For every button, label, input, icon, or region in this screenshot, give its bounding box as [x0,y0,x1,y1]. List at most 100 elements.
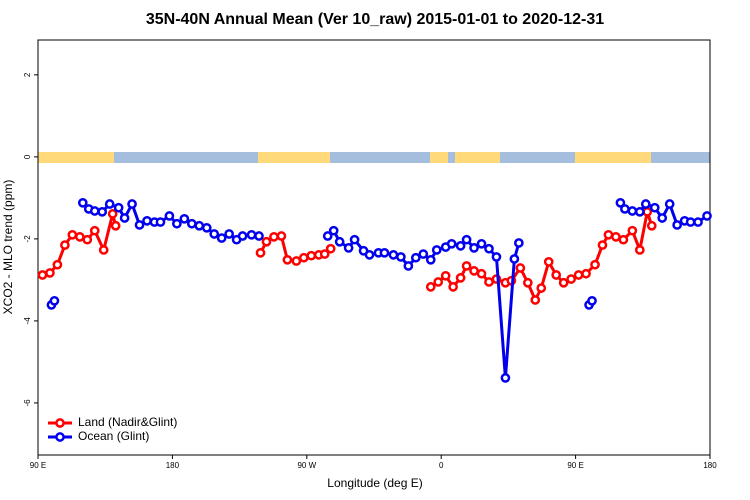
data-point [551,270,562,280]
data-point [77,197,88,208]
data-point [469,266,479,276]
data-point [246,229,257,240]
y-tick-label: 2 [23,72,32,77]
data-point [164,211,175,221]
data-point [379,247,390,258]
data-point [433,277,444,287]
data-point [224,229,234,239]
data-point [484,277,494,287]
data-point [334,236,345,247]
data-point [45,268,55,278]
data-point [509,254,520,264]
data-point [476,238,487,249]
data-point [615,197,626,208]
data-point [142,215,152,226]
data-point [89,206,100,216]
y-tick-label: 0 [23,154,32,159]
data-point [186,218,197,229]
data-point [179,213,190,224]
data-point [558,277,569,288]
plot-frame [37,39,711,456]
data-point [82,234,93,245]
data-point [634,245,645,255]
data-point [664,199,675,209]
data-point [515,263,526,273]
data-point [134,220,145,230]
data-point [431,245,442,255]
data-point [396,252,406,262]
x-tick-label: 180 [703,461,717,470]
data-point [98,245,109,255]
data-point [536,283,547,293]
data-point [590,259,600,270]
data-point [276,231,287,241]
data-point [291,256,302,266]
legend-marker [55,432,65,442]
data-point [104,199,115,209]
data-point [597,240,608,250]
data-point [440,270,451,281]
data-point [448,282,458,292]
data-point [672,220,682,230]
data-point [642,206,653,217]
data-point [410,252,421,263]
data-point [484,243,494,254]
y-tick-label: -4 [23,317,32,325]
data-point [634,206,645,217]
data-point [702,211,712,221]
data-point [328,225,339,236]
data-point [110,220,121,231]
x-tick-label: 0 [439,461,444,470]
data-point [649,202,660,213]
data-point [97,206,108,217]
data-point [388,250,399,260]
data-point [194,220,205,231]
data-point [403,261,414,271]
data-point [627,206,638,216]
data-point [522,277,533,288]
data-point [74,231,85,242]
data-point [67,229,78,240]
data-point [254,231,264,241]
data-point [127,199,137,209]
legend-label: Land (Nadir&Glint) [78,415,177,429]
data-point [620,204,630,214]
x-tick-label: 90 E [30,461,46,470]
series-line [50,201,708,380]
y-tick-label: -6 [23,399,32,407]
data-point [640,199,651,209]
data-point [530,295,541,305]
data-point [37,270,48,280]
chart-title: 35N-40N Annual Mean (Ver 10_raw) 2015-01… [146,11,604,28]
data-point [261,236,272,247]
x-axis-label: Longitude (deg E) [327,476,422,490]
data-point [425,254,436,265]
data-point [685,217,696,227]
data-point [461,261,472,271]
data-point [216,233,227,243]
data-point [89,225,100,236]
data-point [455,272,466,283]
data-point [693,217,703,227]
data-point [322,231,333,241]
data-point [461,234,472,245]
data-point [269,231,279,242]
data-point [60,240,70,250]
legend-label: Ocean (Glint) [78,429,149,443]
data-point [627,225,638,236]
x-tick-label: 90 E [567,461,583,470]
data-point [618,234,629,245]
legend-marker [55,418,65,428]
data-point [155,217,166,227]
data-point [446,238,457,249]
data-point [543,257,554,267]
data-point [646,220,657,231]
data-point [349,234,360,245]
data-point [573,270,584,280]
data-point [611,231,621,242]
data-point [364,250,375,260]
data-point [298,252,309,263]
series-line [42,210,654,302]
data-point [455,241,466,251]
data-point [237,231,248,241]
